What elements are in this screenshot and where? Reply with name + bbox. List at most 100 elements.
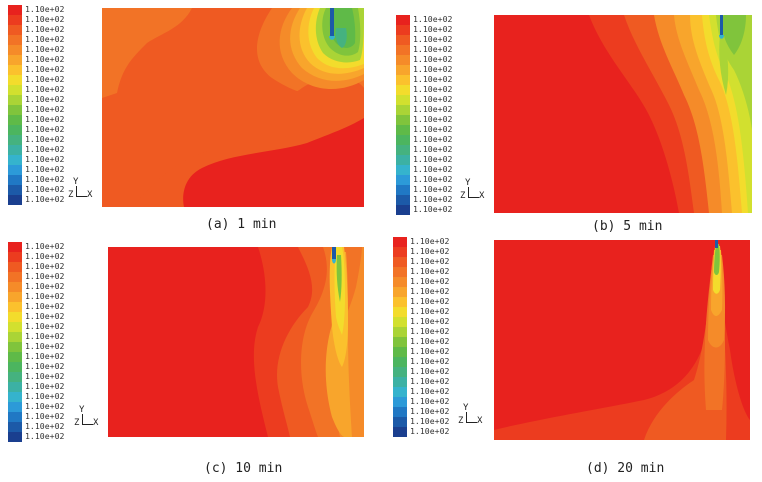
colorbar-tick-label: 1.10e+02: [410, 326, 450, 336]
axis-z-label: Z: [458, 416, 464, 426]
colorbar-tick-label: 1.10e+02: [25, 241, 65, 251]
caption-b: (b) 5 min: [592, 219, 663, 234]
colorbar-swatch: [8, 85, 22, 95]
colorbar-swatch: [396, 145, 410, 155]
colorbar-swatch: [396, 105, 410, 115]
colorbar-swatch: [8, 145, 22, 155]
colorbar-b: 1.10e+02 1.10e+02 1.10e+02 1.10e+02 1.10e+02…: [396, 14, 474, 215]
colorbar-tick-label: 1.10e+02: [413, 14, 453, 24]
colorbar-swatch: [393, 427, 407, 437]
colorbar-swatch: [8, 352, 22, 362]
colorbar-tick-label: 1.10e+02: [25, 361, 65, 371]
colorbar-swatch: [8, 422, 22, 432]
colorbar-tick-label: 1.10e+02: [25, 371, 65, 381]
colorbar-swatch: [396, 195, 410, 205]
colorbar-swatch: [393, 317, 407, 327]
colorbar-swatch: [393, 247, 407, 257]
colorbar-tick-label: 1.10e+02: [413, 54, 453, 64]
colorbar-tick-label: 1.10e+02: [25, 311, 65, 321]
caption-a: (a) 1 min: [206, 217, 277, 232]
colorbar-tick-label: 1.10e+02: [25, 194, 65, 204]
colorbar-tick-label: 1.10e+02: [413, 104, 453, 114]
colorbar-swatch: [8, 175, 22, 185]
colorbar-swatch: [8, 165, 22, 175]
contour-plot-d: [494, 240, 750, 440]
colorbar-tick-label: 1.10e+02: [25, 64, 65, 74]
colorbar-tick-label: 1.10e+02: [410, 416, 450, 426]
colorbar-swatch: [8, 242, 22, 252]
colorbar-tick-label: 1.10e+02: [410, 256, 450, 266]
colorbar-tick-label: 1.10e+02: [410, 366, 450, 376]
axis-x-line: [468, 197, 479, 198]
colorbar-tick-label: 1.10e+02: [410, 396, 450, 406]
colorbar-tick-label: 1.10e+02: [25, 134, 65, 144]
colorbar-tick-label: 1.10e+02: [410, 236, 450, 246]
axis-z-label: Z: [460, 191, 466, 201]
colorbar-swatch: [8, 155, 22, 165]
colorbar-tick-label: 1.10e+02: [410, 426, 450, 436]
colorbar-tick-label: 1.10e+02: [25, 54, 65, 64]
colorbar-tick-label: 1.10e+02: [410, 356, 450, 366]
colorbar-tick-label: 1.10e+02: [25, 74, 65, 84]
colorbar-swatch: [396, 45, 410, 55]
colorbar-tick-label: 1.10e+02: [410, 316, 450, 326]
colorbar-tick-label: 1.10e+02: [413, 34, 453, 44]
colorbar-tick-label: 1.10e+02: [413, 174, 453, 184]
contour-plot-a: [102, 8, 364, 207]
colorbar-swatch: [396, 85, 410, 95]
contour-plot-b: [494, 15, 752, 213]
colorbar-tick-label: 1.10e+02: [25, 291, 65, 301]
colorbar-swatch: [396, 75, 410, 85]
colorbar-tick-label: 1.10e+02: [25, 24, 65, 34]
colorbar-tick-label: 1.10e+02: [25, 124, 65, 134]
colorbar-swatch: [8, 322, 22, 332]
colorbar-tick-label: 1.10e+02: [25, 421, 65, 431]
colorbar-swatch: [393, 297, 407, 307]
colorbar-swatch: [8, 282, 22, 292]
colorbar-a: 1.10e+02 1.10e+02 1.10e+02 1.10e+02 1.10e+02…: [8, 4, 86, 205]
colorbar-tick-label: 1.10e+02: [413, 134, 453, 144]
colorbar-swatch: [8, 5, 22, 15]
colorbar-swatch: [8, 312, 22, 322]
colorbar-tick-label: 1.10e+02: [25, 174, 65, 184]
axis-y-line: [468, 187, 469, 197]
colorbar-d: 1.10e+02 1.10e+02 1.10e+02 1.10e+02 1.10e+02…: [393, 236, 471, 437]
colorbar-tick-label: 1.10e+02: [410, 266, 450, 276]
colorbar-tick-label: 1.10e+02: [413, 94, 453, 104]
colorbar-tick-label: 1.10e+02: [410, 276, 450, 286]
colorbar-tick-label: 1.10e+02: [413, 114, 453, 124]
colorbar-swatch: [8, 372, 22, 382]
colorbar-tick-label: 1.10e+02: [413, 24, 453, 34]
colorbar-swatch: [396, 135, 410, 145]
colorbar-swatch: [8, 362, 22, 372]
colorbar-tick-label: 1.10e+02: [25, 281, 65, 291]
axis-z-label: Z: [74, 418, 80, 428]
colorbar-swatch: [396, 95, 410, 105]
colorbar-tick-label: 1.10e+02: [25, 4, 65, 14]
colorbar-swatch: [8, 65, 22, 75]
colorbar-swatch: [396, 165, 410, 175]
colorbar-tick-label: 1.10e+02: [413, 84, 453, 94]
colorbar-swatch: [8, 35, 22, 45]
caption-d: (d) 20 min: [586, 461, 665, 476]
colorbar-swatch: [8, 262, 22, 272]
colorbar-swatch: [8, 252, 22, 262]
colorbar-swatch: [8, 272, 22, 282]
colorbar-tick-label: 1.10e+02: [25, 261, 65, 271]
colorbar-swatch: [393, 397, 407, 407]
colorbar-tick-label: 1.10e+02: [410, 406, 450, 416]
colorbar-swatch: [396, 65, 410, 75]
colorbar-tick-label: 1.10e+02: [410, 346, 450, 356]
colorbar-tick-label: 1.10e+02: [413, 154, 453, 164]
axis-y-label: Y: [465, 178, 471, 188]
colorbar-tick-label: 1.10e+02: [410, 306, 450, 316]
axis-y-line: [76, 186, 77, 196]
colorbar-swatch: [396, 125, 410, 135]
colorbar-swatch: [8, 292, 22, 302]
colorbar-tick-label: 1.10e+02: [25, 84, 65, 94]
colorbar-swatch: [8, 75, 22, 85]
colorbar-tick-label: 1.10e+02: [25, 154, 65, 164]
colorbar-tick-label: 1.10e+02: [413, 204, 453, 214]
colorbar-tick-label: 1.10e+02: [413, 144, 453, 154]
colorbar-swatch: [393, 277, 407, 287]
